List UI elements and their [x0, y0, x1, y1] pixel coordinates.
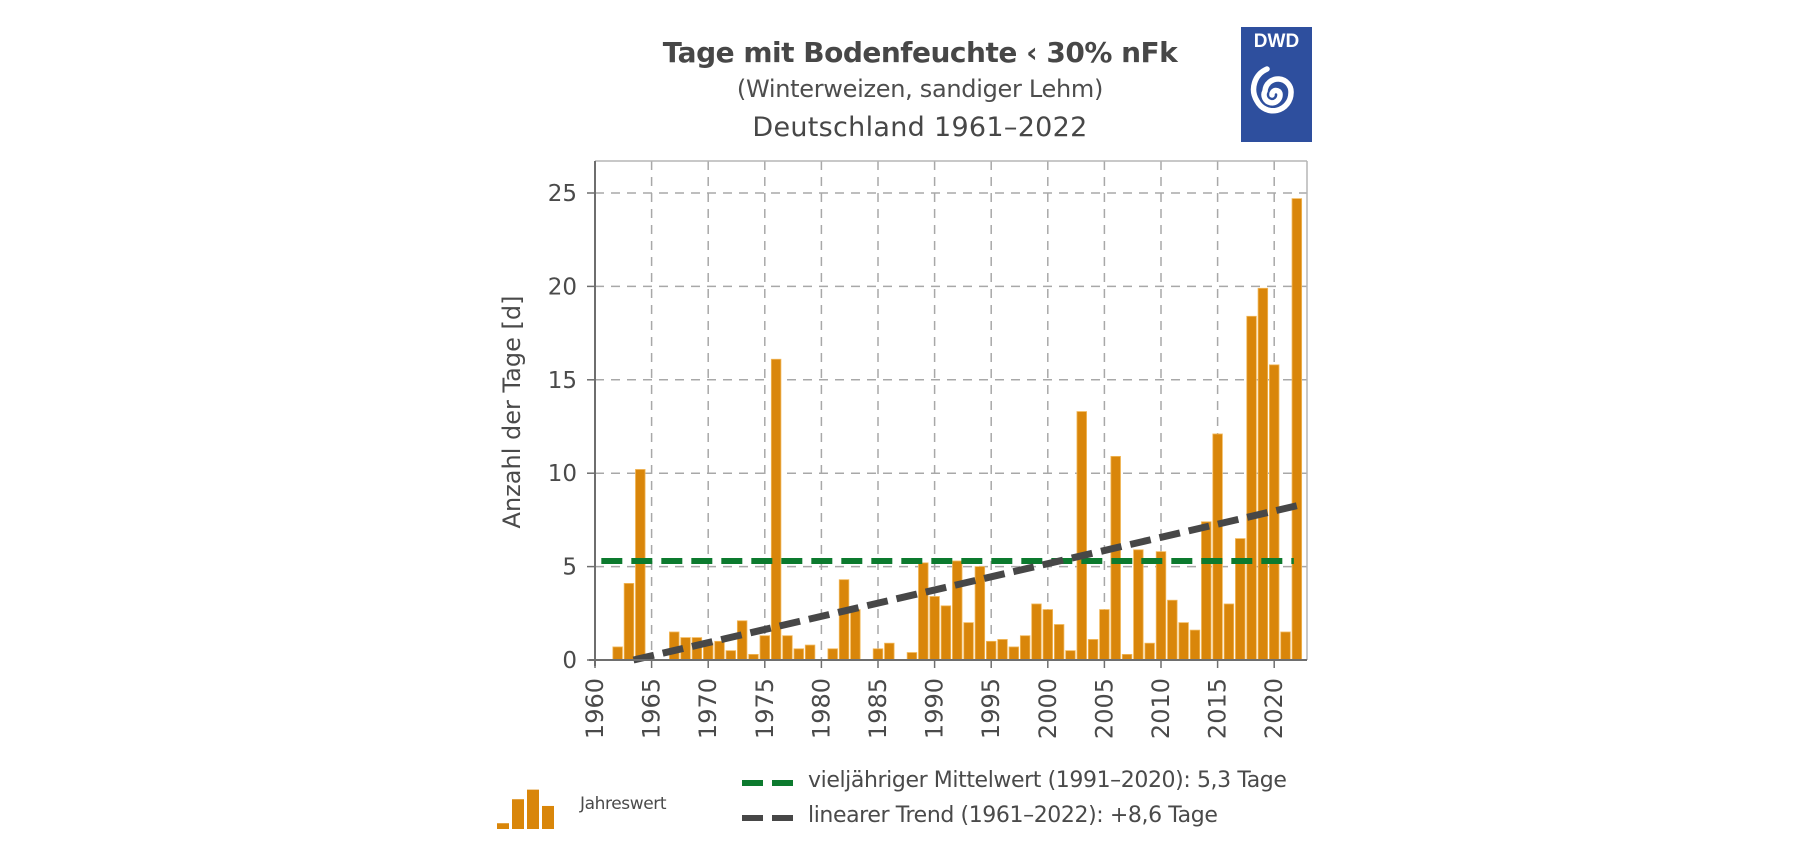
legend-bar-icon [497, 823, 509, 829]
bar-2003 [1076, 411, 1087, 661]
x-tick-label: 2020 [1260, 678, 1288, 739]
bar-2005 [1099, 609, 1110, 661]
x-tick-label: 1975 [751, 678, 779, 739]
x-tick-labels: 1960 1965 1970 1975 1980 1985 1990 1995 2000 2005… [581, 678, 1288, 739]
y-tick-label: 10 [548, 461, 577, 487]
bar-2008 [1133, 549, 1144, 661]
bar-1964 [635, 469, 646, 661]
x-tick-label: 1995 [977, 678, 1005, 739]
legend-label-trend: linearer Trend (1961–2022): +8,6 Tage [808, 803, 1218, 828]
bar-1963 [623, 583, 635, 661]
bar-1978 [793, 648, 804, 661]
chart-subtitle-region-period: Deutschland 1961–2022 [752, 112, 1088, 143]
reference-lines [601, 501, 1302, 664]
bar-1967 [669, 631, 680, 661]
bar-1992 [952, 560, 963, 661]
y-tick-label: 25 [548, 181, 577, 207]
bar-2018 [1246, 315, 1257, 661]
bar-2001 [1053, 624, 1065, 661]
bar-1994 [974, 566, 986, 661]
bar-2010 [1155, 551, 1167, 661]
bar-1981 [827, 648, 838, 661]
y-tick-labels: 0 5 10 15 20 25 [548, 181, 577, 674]
bar-1991 [940, 605, 952, 661]
bar-1976 [770, 358, 782, 661]
x-tick-label: 1985 [864, 678, 892, 739]
dwd-spiral-icon [1250, 66, 1294, 114]
x-tick-label: 1970 [694, 678, 722, 739]
dwd-logo: DWD [1241, 27, 1312, 142]
bar-2009 [1144, 642, 1155, 661]
bar-1985 [872, 648, 884, 661]
bar-1979 [804, 644, 816, 661]
axes [587, 160, 1308, 668]
x-tick-label: 1965 [638, 678, 666, 739]
bar-2017 [1235, 538, 1246, 661]
bar-1988 [906, 652, 918, 661]
y-tick-label: 15 [548, 368, 577, 394]
bar-1972 [725, 650, 737, 661]
x-tick-label: 2015 [1204, 678, 1232, 739]
legend [497, 780, 800, 829]
bar-1998 [1019, 635, 1031, 661]
bar-1989 [918, 562, 929, 661]
bar-2019 [1257, 287, 1269, 661]
bar-2022 [1291, 198, 1303, 661]
bar-1997 [1008, 646, 1020, 661]
x-tick-label: 1960 [581, 678, 609, 739]
bar-1986 [884, 642, 895, 661]
y-tick-label: 5 [562, 555, 577, 581]
bar-2014 [1201, 521, 1212, 661]
chart-title: Tage mit Bodenfeuchte ‹ 30% nFk [662, 36, 1178, 69]
bar-2013 [1189, 629, 1201, 661]
grid-lines [595, 161, 1307, 660]
y-tick-label: 0 [562, 648, 577, 674]
x-tick-label: 1990 [921, 678, 949, 739]
bar-1982 [838, 579, 850, 661]
legend-bar-icon [527, 789, 539, 829]
bar-2000 [1042, 609, 1054, 661]
legend-label-mean: vieljähriger Mittelwert (1991–2020): 5,3… [808, 768, 1287, 793]
bar-2016 [1223, 603, 1235, 661]
trend-line [632, 501, 1302, 664]
x-tick-label: 2010 [1147, 678, 1175, 739]
bar-1995 [986, 640, 997, 661]
bar-2015 [1212, 433, 1223, 661]
legend-bar-icon [542, 805, 554, 829]
x-tick-label: 2005 [1090, 678, 1118, 739]
bar-1962 [612, 646, 623, 661]
bar-1993 [963, 622, 974, 661]
bar-2002 [1065, 650, 1076, 661]
bar-1990 [929, 596, 940, 661]
chart-subtitle: (Winterweizen, sandiger Lehm) [736, 75, 1104, 103]
bar-2021 [1280, 631, 1291, 661]
bar-1971 [714, 640, 725, 661]
legend-label-jahreswert: Jahreswert [580, 794, 667, 814]
bars-series-jahreswert [612, 198, 1303, 661]
bar-1983 [850, 609, 861, 661]
y-tick-label: 20 [548, 274, 577, 300]
legend-bar-icon [512, 799, 524, 829]
x-tick-label: 1980 [807, 678, 835, 739]
dwd-logo-text: DWD [1254, 31, 1299, 52]
bar-2004 [1087, 639, 1099, 661]
bar-1999 [1031, 603, 1042, 661]
bar-2012 [1178, 622, 1189, 661]
bar-1973 [736, 620, 748, 661]
bar-2011 [1167, 599, 1178, 661]
x-tick-label: 2000 [1034, 678, 1062, 739]
bar-1996 [997, 639, 1008, 661]
bar-1975 [759, 635, 771, 661]
bar-1977 [782, 635, 793, 661]
y-axis-label: Anzahl der Tage [d] [498, 296, 526, 529]
